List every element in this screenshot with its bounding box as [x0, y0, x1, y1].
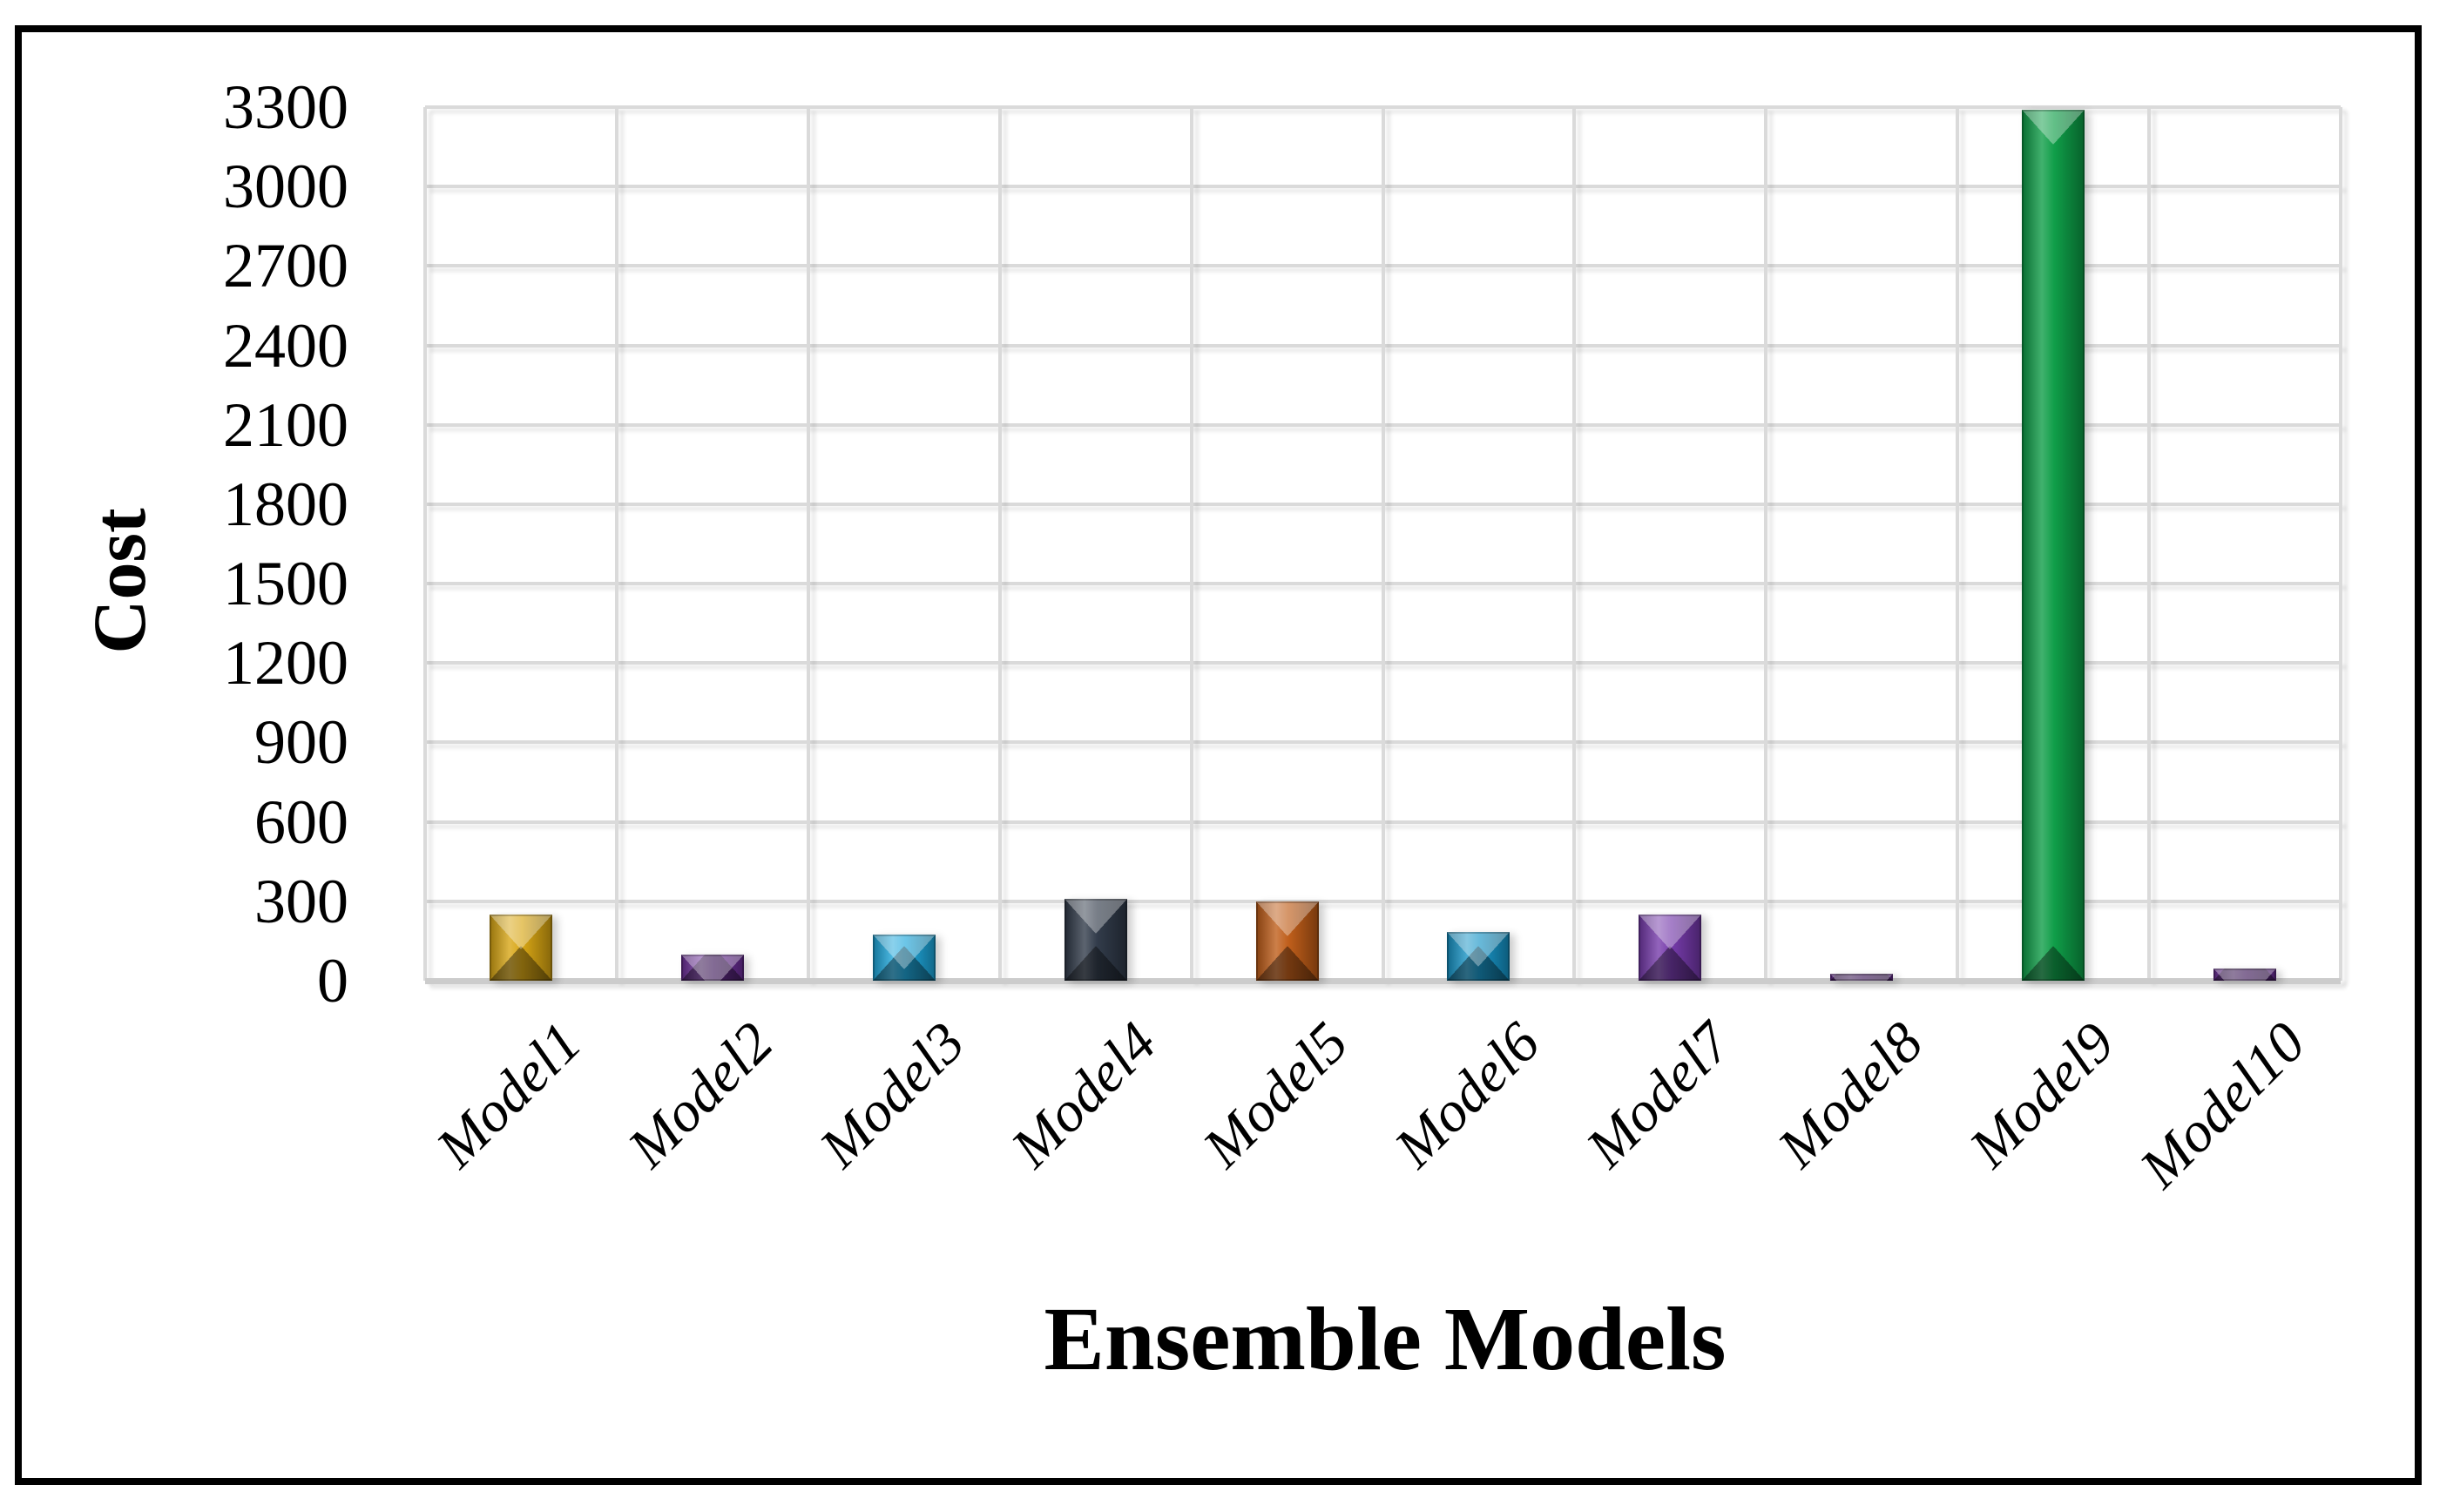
y-tick-label: 2700 — [223, 231, 348, 301]
gridline-vertical — [2339, 107, 2342, 981]
y-tick-label: 1800 — [223, 469, 348, 539]
gridline-vertical — [2147, 107, 2152, 981]
gridline-vertical — [1572, 107, 1577, 981]
x-category-label: Model10 — [2128, 1010, 2318, 1200]
x-category-label: Model8 — [1765, 1010, 1936, 1180]
bar-model5 — [1255, 901, 1319, 981]
bar-model6 — [1447, 932, 1510, 981]
bar-model7 — [1639, 915, 1702, 981]
gridline-vertical — [1764, 107, 1768, 981]
bar-model8 — [1830, 974, 1894, 981]
gridline-vertical — [423, 107, 427, 981]
gridline-vertical — [614, 107, 618, 981]
y-tick-label: 3000 — [223, 152, 348, 222]
x-axis-baseline — [425, 978, 2341, 984]
bar-model4 — [1064, 899, 1127, 981]
plot-area — [423, 105, 2342, 984]
y-tick-label: 1500 — [223, 549, 348, 619]
gridline-vertical — [1381, 107, 1385, 981]
x-category-label: Model1 — [424, 1010, 594, 1180]
y-tick-label: 300 — [254, 866, 348, 936]
x-category-label: Model7 — [1573, 1010, 1744, 1180]
bar-model3 — [872, 935, 936, 981]
x-category-label: Model6 — [1382, 1010, 1552, 1180]
gridline-vertical — [997, 107, 1002, 981]
x-category-label: Model9 — [1957, 1010, 2126, 1180]
bar-model2 — [680, 955, 744, 981]
y-tick-label: 2400 — [223, 310, 348, 381]
x-category-label: Model3 — [808, 1010, 977, 1180]
gridline-vertical — [1956, 107, 1960, 981]
bar-model1 — [489, 915, 552, 981]
x-axis-title: Ensemble Models — [1044, 1289, 1727, 1389]
y-tick-label: 600 — [254, 786, 348, 857]
x-category-label: Model5 — [1191, 1010, 1361, 1180]
x-category-label: Model4 — [999, 1010, 1169, 1180]
y-tick-label: 0 — [317, 946, 348, 1016]
y-tick-label: 3300 — [223, 72, 348, 142]
gridline-vertical — [1189, 107, 1193, 981]
gridline-vertical — [806, 107, 810, 981]
y-tick-label: 2100 — [223, 389, 348, 460]
y-tick-label: 900 — [254, 707, 348, 778]
x-category-label: Model2 — [616, 1010, 786, 1180]
bar-model9 — [2022, 110, 2085, 981]
y-tick-label: 1200 — [223, 628, 348, 699]
bar-model10 — [2213, 969, 2277, 981]
